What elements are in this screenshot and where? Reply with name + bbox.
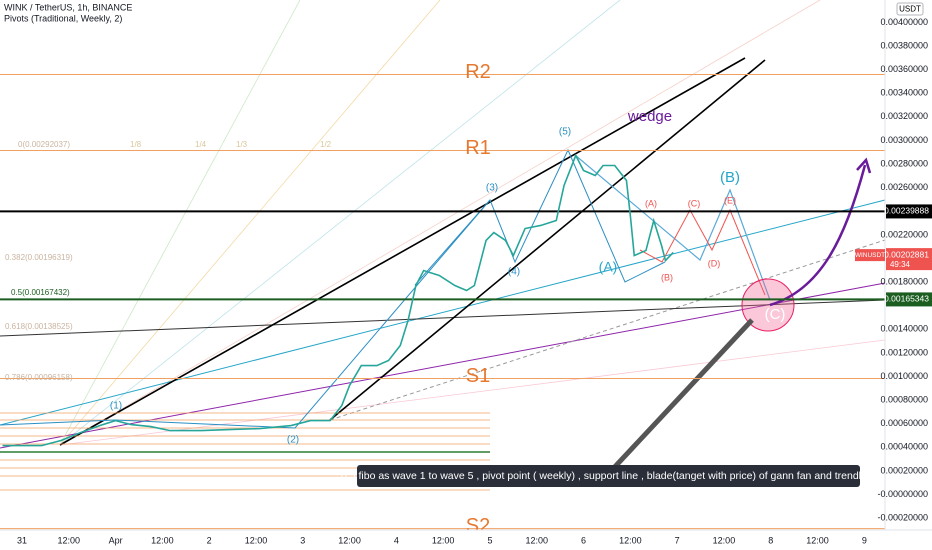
wave-label: (B) <box>720 169 740 186</box>
wave-label: (C) <box>765 306 786 323</box>
wave-label: (4) <box>508 267 520 278</box>
arrow-head <box>856 157 872 174</box>
price-badge-label: 0.00239888 <box>884 206 929 216</box>
x-tick-label: 12:00 <box>432 535 455 545</box>
wave-line <box>0 148 666 429</box>
fib-label: 0(0.00292037) <box>18 140 70 149</box>
wave-label: (1) <box>110 401 122 412</box>
pivot-label: S1 <box>466 365 490 387</box>
price-line-series <box>2 153 674 447</box>
y-tick-label: 0.00080000 <box>880 395 928 405</box>
y-tick-label: 0.00120000 <box>880 347 928 357</box>
x-tick-label: 12:00 <box>151 535 174 545</box>
price-badge-label: 0.00165343 <box>884 294 929 304</box>
wave-label: (A) <box>599 259 618 275</box>
y-tick-label: 0.00280000 <box>880 158 928 168</box>
drawings <box>0 0 886 491</box>
y-tick-label: 0.00300000 <box>880 135 928 145</box>
x-tick-label: Apr <box>109 535 123 545</box>
x-tick-label: 3 <box>300 535 305 545</box>
caption-box <box>357 465 860 487</box>
fan-label: 1/3 <box>236 140 248 149</box>
last-price-badge <box>886 248 932 271</box>
y-tick-label: 0.00320000 <box>880 111 928 121</box>
wave-label: (C) <box>688 198 701 208</box>
y-tick-label: -0.00020000 <box>877 513 928 523</box>
pivot-label: R2 <box>465 61 491 83</box>
trend-line <box>329 239 886 421</box>
wave-abc <box>574 154 771 301</box>
projection-arrow <box>769 164 867 307</box>
x-tick-label: 4 <box>394 535 399 545</box>
fib-label: 0.382(0.00196319) <box>5 253 73 262</box>
price-axis <box>885 0 932 550</box>
time-axis <box>0 530 885 550</box>
y-tick-label: 0.00260000 <box>880 182 928 192</box>
x-tick-label: 9 <box>862 535 867 545</box>
wave-label: (A) <box>645 198 657 208</box>
wave-label: wedge <box>627 108 672 125</box>
x-tick-label: 12:00 <box>525 535 548 545</box>
x-tick-label: 2 <box>207 535 212 545</box>
wave-label: (B) <box>661 272 673 282</box>
x-tick-label: 12:00 <box>58 535 81 545</box>
y-tick-label: -0.00000000 <box>877 489 928 499</box>
fan-label: 1/2 <box>320 140 332 149</box>
x-tick-label: 12:00 <box>806 535 829 545</box>
x-tick-label: 31 <box>17 535 27 545</box>
trend-line <box>0 299 886 337</box>
caption: 0.5 fibo as wave 1 to wave 5 , pivot poi… <box>341 470 875 482</box>
y-tick-label: 0.00060000 <box>880 418 928 428</box>
wave-label: (3) <box>486 183 498 194</box>
fan-line <box>59 339 886 446</box>
wave-line <box>414 199 491 286</box>
pointer-arrow <box>608 318 754 474</box>
y-tick-label: 0.00360000 <box>880 64 928 74</box>
price-badge <box>886 204 932 219</box>
wave-label: (5) <box>559 127 571 138</box>
trend-line <box>0 282 886 449</box>
fib-label: 0.5(0.00167432) <box>11 288 70 297</box>
price-badge <box>886 292 932 307</box>
last-price-label: 0.00202881 <box>884 249 929 259</box>
wave-label: (2) <box>287 435 299 446</box>
y-tick-label: 0.00400000 <box>880 17 928 27</box>
x-tick-label: 12:00 <box>619 535 642 545</box>
y-tick-label: 0.00180000 <box>880 276 928 286</box>
x-tick-label: 7 <box>675 535 680 545</box>
fib-label: 0.618(0.00138525) <box>5 322 73 331</box>
wave-label: (E) <box>724 195 736 205</box>
last-price-countdown: 49:34 <box>890 260 911 269</box>
x-tick-label: 12:00 <box>245 535 268 545</box>
fib-label: 0.786(0.00096158) <box>5 373 73 382</box>
y-tick-label: 0.00380000 <box>880 40 928 50</box>
currency: USDT <box>899 5 921 14</box>
y-tick-label: 0.00020000 <box>880 465 928 475</box>
target-zone <box>741 278 795 332</box>
x-tick-label: 5 <box>487 535 492 545</box>
y-tick-label: 0.00040000 <box>880 442 928 452</box>
wave-label: (D) <box>708 258 721 268</box>
y-tick-label: 0.00220000 <box>880 229 928 239</box>
fan-label: 1/8 <box>130 140 142 149</box>
trend-line <box>0 199 886 426</box>
x-tick-label: 8 <box>768 535 773 545</box>
x-tick-label: 12:00 <box>338 535 361 545</box>
currency-badge <box>896 2 924 16</box>
y-tick-label: 0.00100000 <box>880 371 928 381</box>
x-tick-label: 6 <box>581 535 586 545</box>
fan-label: 1/4 <box>195 140 207 149</box>
x-tick-label: 12:00 <box>713 535 736 545</box>
symbol-label: WINUSDT <box>855 252 885 259</box>
wedge-line <box>329 59 766 421</box>
indicator-name: Pivots (Traditional, Weekly, 2) <box>4 13 122 23</box>
wave-abcde <box>639 208 766 296</box>
chart-title: WINK / TetherUS, 1h, BINANCE <box>4 2 132 12</box>
y-tick-label: 0.00140000 <box>880 324 928 334</box>
y-tick-label: 0.00340000 <box>880 88 928 98</box>
symbol-badge <box>855 249 885 262</box>
wedge-line <box>59 57 746 446</box>
pivot-label: R1 <box>465 137 491 159</box>
